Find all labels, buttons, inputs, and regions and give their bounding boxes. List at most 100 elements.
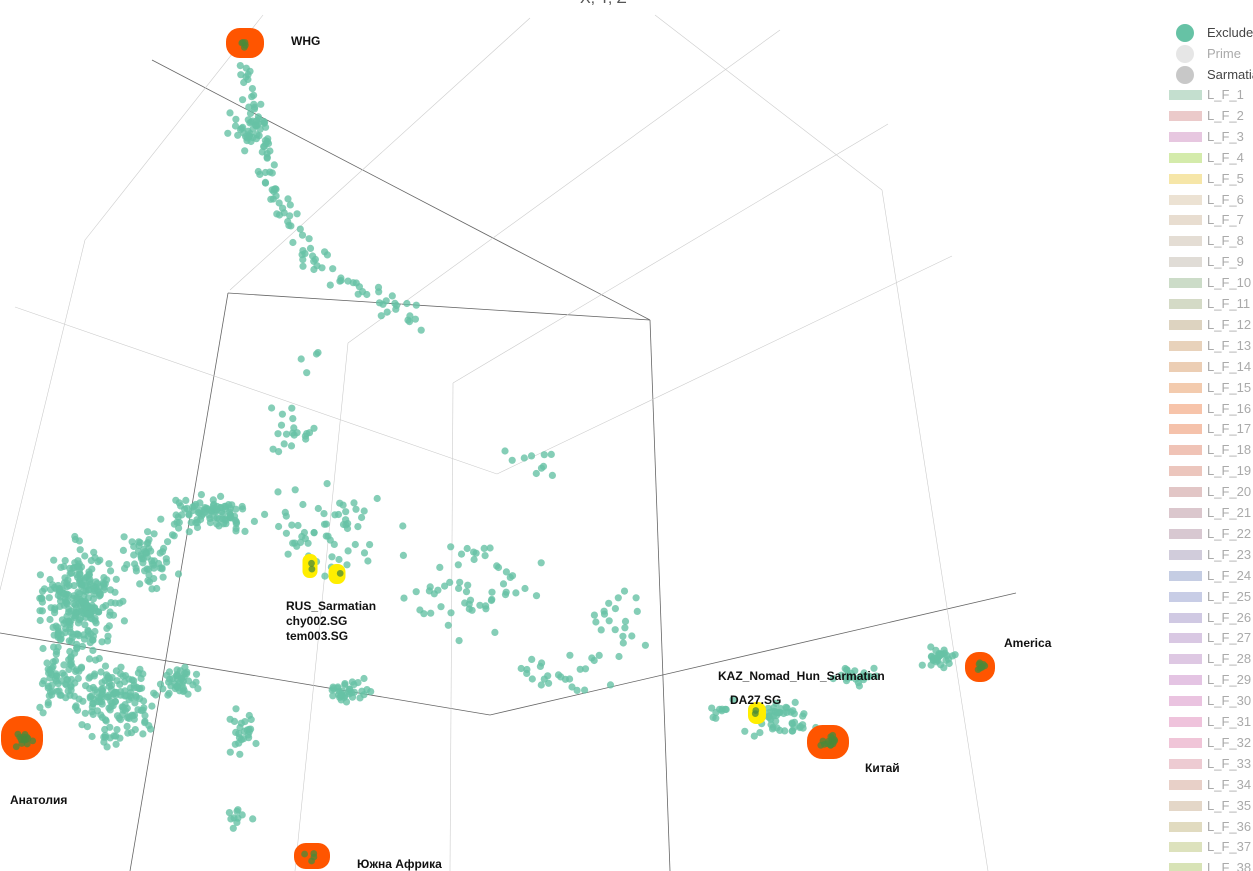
legend-swatch-icon xyxy=(1169,549,1202,560)
data-point xyxy=(84,626,92,635)
data-point xyxy=(573,686,581,695)
legend-item-l_f_6[interactable]: L_F_6 xyxy=(1160,189,1253,210)
legend-item-l_f_35[interactable]: L_F_35 xyxy=(1160,795,1253,816)
legend-item-l_f_8[interactable]: L_F_8 xyxy=(1160,230,1253,251)
data-point xyxy=(46,615,54,624)
legend-item-l_f_28[interactable]: L_F_28 xyxy=(1160,648,1253,669)
legend-item-l_f_5[interactable]: L_F_5 xyxy=(1160,168,1253,189)
grid-line xyxy=(654,14,883,191)
data-point xyxy=(111,599,119,607)
scatter-3d-plot[interactable]: WHG Анатолия Южна Африка America Китай K… xyxy=(0,0,1160,871)
data-point xyxy=(590,611,599,619)
data-point xyxy=(322,520,330,528)
legend-item-l_f_20[interactable]: L_F_20 xyxy=(1160,481,1253,502)
legend-label: L_F_21 xyxy=(1207,505,1252,520)
legend-item-l_f_1[interactable]: L_F_1 xyxy=(1160,84,1253,105)
legend-item-l_f_34[interactable]: L_F_34 xyxy=(1160,774,1253,795)
data-point xyxy=(321,572,329,580)
legend[interactable]: Excluded Prime Sarmatian L_F_1 L_F_2 L_F_3 L_F… xyxy=(1160,20,1253,871)
legend-label: L_F_34 xyxy=(1207,776,1252,792)
data-point xyxy=(86,577,94,586)
data-point xyxy=(225,508,234,516)
legend-label: L_F_30 xyxy=(1207,693,1252,709)
legend-item-l_f_25[interactable]: L_F_25 xyxy=(1160,586,1253,607)
legend-item-l_f_12[interactable]: L_F_12 xyxy=(1160,314,1253,335)
legend-item-l_f_29[interactable]: L_F_29 xyxy=(1160,669,1253,690)
data-point xyxy=(482,605,490,613)
legend-item-l_f_37[interactable]: L_F_37 xyxy=(1160,836,1253,857)
data-point xyxy=(250,91,258,99)
legend-item-l_f_24[interactable]: L_F_24 xyxy=(1160,565,1253,586)
data-point xyxy=(538,659,546,667)
data-point xyxy=(165,678,173,686)
legend-item-sarmatian[interactable]: Sarmatian xyxy=(1160,64,1253,85)
data-point xyxy=(352,505,360,513)
legend-swatch-icon xyxy=(1169,821,1202,832)
data-point xyxy=(318,264,326,272)
legend-item-l_f_21[interactable]: L_F_21 xyxy=(1160,502,1253,523)
data-point xyxy=(358,687,366,695)
data-point xyxy=(476,601,484,609)
legend-marker-icon xyxy=(1176,66,1194,84)
data-point xyxy=(175,499,183,507)
data-point xyxy=(528,675,536,683)
legend-item-l_f_19[interactable]: L_F_19 xyxy=(1160,460,1253,481)
data-point xyxy=(298,231,307,239)
legend-item-l_f_11[interactable]: L_F_11 xyxy=(1160,293,1253,314)
legend-item-l_f_38[interactable]: L_F_38 xyxy=(1160,857,1253,871)
data-point xyxy=(611,605,620,613)
data-point xyxy=(412,588,420,596)
plot-svg[interactable]: WHG Анатолия Южна Африка America Китай K… xyxy=(0,0,1160,871)
data-point xyxy=(131,726,139,734)
legend-item-prime[interactable]: Prime xyxy=(1160,43,1253,64)
legend-item-l_f_18[interactable]: L_F_18 xyxy=(1160,439,1253,460)
data-point xyxy=(88,692,96,700)
legend-label: L_F_29 xyxy=(1207,672,1252,688)
data-point xyxy=(46,674,54,682)
legend-label: L_F_7 xyxy=(1207,212,1244,228)
legend-item-l_f_4[interactable]: L_F_4 xyxy=(1160,147,1253,168)
legend-item-l_f_2[interactable]: L_F_2 xyxy=(1160,105,1253,126)
legend-item-l_f_10[interactable]: L_F_10 xyxy=(1160,272,1253,293)
legend-item-l_f_22[interactable]: L_F_22 xyxy=(1160,523,1253,544)
data-point xyxy=(60,661,68,669)
legend-item-l_f_7[interactable]: L_F_7 xyxy=(1160,209,1253,230)
legend-item-l_f_31[interactable]: L_F_31 xyxy=(1160,711,1253,732)
data-point xyxy=(447,543,455,551)
legend-item-l_f_16[interactable]: L_F_16 xyxy=(1160,398,1253,419)
data-point xyxy=(85,655,94,663)
data-point xyxy=(63,675,71,684)
legend-label: L_F_5 xyxy=(1207,170,1244,186)
legend-label: L_F_27 xyxy=(1207,630,1252,646)
data-point xyxy=(250,100,258,108)
legend-item-l_f_17[interactable]: L_F_17 xyxy=(1160,418,1253,439)
legend-item-l_f_14[interactable]: L_F_14 xyxy=(1160,356,1253,377)
data-point xyxy=(708,704,716,712)
legend-item-l_f_30[interactable]: L_F_30 xyxy=(1160,690,1253,711)
legend-item-l_f_27[interactable]: L_F_27 xyxy=(1160,627,1253,648)
data-point xyxy=(235,739,243,747)
legend-label: L_F_25 xyxy=(1207,588,1252,604)
data-point xyxy=(105,560,113,568)
legend-item-l_f_15[interactable]: L_F_15 xyxy=(1160,377,1253,398)
legend-item-l_f_33[interactable]: L_F_33 xyxy=(1160,753,1253,774)
data-point xyxy=(106,723,114,731)
data-point xyxy=(131,699,139,707)
grid-line xyxy=(294,342,349,871)
data-point xyxy=(256,125,264,133)
data-point xyxy=(232,115,240,123)
data-point xyxy=(90,604,98,612)
legend-item-l_f_23[interactable]: L_F_23 xyxy=(1160,544,1253,565)
label-whg: WHG xyxy=(291,34,320,48)
legend-item-l_f_3[interactable]: L_F_3 xyxy=(1160,126,1253,147)
data-point xyxy=(330,540,338,549)
legend-item-l_f_13[interactable]: L_F_13 xyxy=(1160,335,1253,356)
data-point xyxy=(78,580,86,589)
data-point xyxy=(294,521,302,530)
data-point xyxy=(137,707,145,715)
legend-item-l_f_9[interactable]: L_F_9 xyxy=(1160,251,1253,272)
legend-item-l_f_36[interactable]: L_F_36 xyxy=(1160,816,1253,837)
legend-item-l_f_32[interactable]: L_F_32 xyxy=(1160,732,1253,753)
legend-item-l_f_26[interactable]: L_F_26 xyxy=(1160,607,1253,628)
legend-item-excluded[interactable]: Excluded xyxy=(1160,22,1253,43)
